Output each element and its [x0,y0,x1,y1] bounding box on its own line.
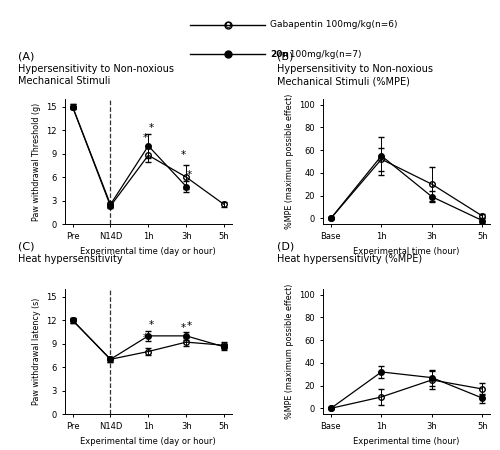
Text: o: o [224,20,231,30]
Text: *: * [180,323,186,333]
Y-axis label: %MPE (maximum possible effect): %MPE (maximum possible effect) [284,284,294,419]
Y-axis label: Paw withdrawal latency (s): Paw withdrawal latency (s) [32,298,40,405]
X-axis label: Experimental time (hour): Experimental time (hour) [354,437,460,446]
X-axis label: Experimental time (hour): Experimental time (hour) [354,247,460,256]
Y-axis label: %MPE (maximum possible effect): %MPE (maximum possible effect) [284,94,294,229]
Text: Hypersensitivity to Non-noxious
Mechanical Stimuli (%MPE): Hypersensitivity to Non-noxious Mechanic… [276,64,432,86]
Text: (A): (A) [18,51,34,62]
Text: Heat hypersensitivity: Heat hypersensitivity [18,254,123,264]
Text: *: * [186,170,192,180]
Text: Heat hypersensitivity (%MPE): Heat hypersensitivity (%MPE) [276,254,422,264]
Y-axis label: Paw withdrawal Threshold (g): Paw withdrawal Threshold (g) [32,103,40,220]
Text: *: * [142,133,148,143]
Text: (C): (C) [18,242,35,252]
Text: 100mg/kg(n=7): 100mg/kg(n=7) [284,50,362,58]
Text: (D): (D) [276,242,294,252]
Text: *: * [149,320,154,330]
X-axis label: Experimental time (day or hour): Experimental time (day or hour) [80,437,216,446]
Text: *: * [186,321,192,331]
Text: Gabapentin 100mg/kg(n=6): Gabapentin 100mg/kg(n=6) [270,20,398,29]
Text: Hypersensitivity to Non-noxious
Mechanical Stimuli: Hypersensitivity to Non-noxious Mechanic… [18,64,174,86]
Text: *: * [180,150,186,160]
X-axis label: Experimental time (day or hour): Experimental time (day or hour) [80,247,216,256]
Text: 20n: 20n [270,50,289,58]
Text: (B): (B) [276,51,293,62]
Text: *: * [149,123,154,133]
Text: *: * [142,333,148,342]
